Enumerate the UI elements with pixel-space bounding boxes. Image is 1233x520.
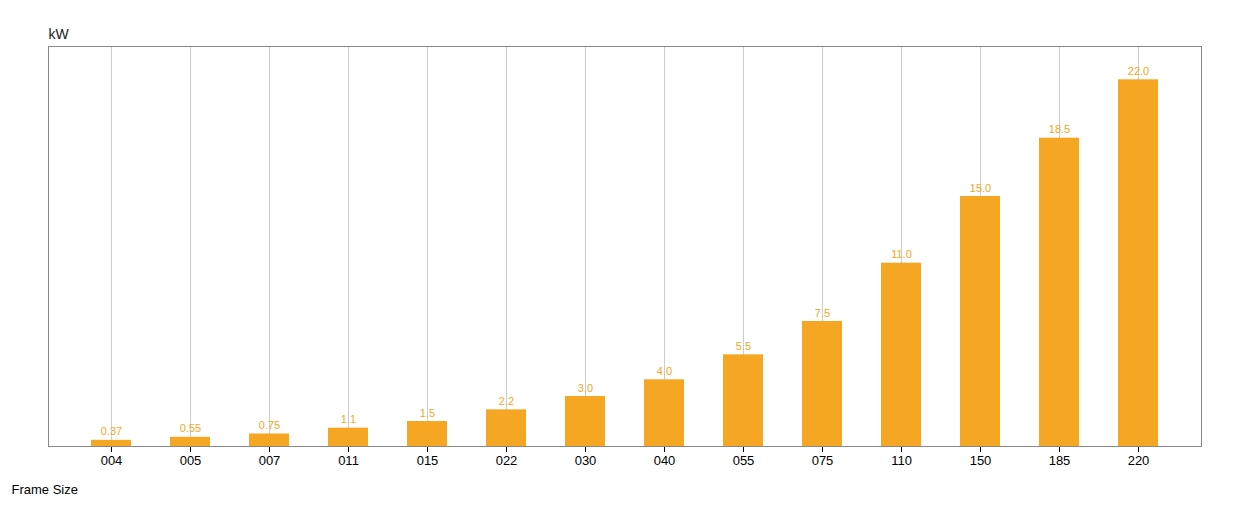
svg-text:007: 007	[259, 453, 281, 468]
svg-text:18.5: 18.5	[1049, 123, 1070, 135]
svg-text:030: 030	[575, 453, 597, 468]
svg-text:0.55: 0.55	[180, 422, 201, 434]
svg-text:150: 150	[970, 453, 992, 468]
svg-text:3.0: 3.0	[578, 382, 593, 394]
svg-text:022: 022	[496, 453, 518, 468]
svg-text:0.75: 0.75	[259, 419, 280, 431]
svg-text:040: 040	[654, 453, 676, 468]
svg-text:0.37: 0.37	[101, 425, 122, 437]
svg-text:110: 110	[891, 453, 912, 468]
svg-text:1.5: 1.5	[420, 407, 435, 419]
svg-text:004: 004	[101, 453, 123, 468]
svg-text:kW: kW	[49, 26, 70, 42]
svg-text:005: 005	[180, 453, 202, 468]
svg-text:055: 055	[733, 453, 755, 468]
svg-text:011: 011	[338, 453, 359, 468]
svg-text:5.5: 5.5	[736, 340, 751, 352]
svg-text:7.5: 7.5	[815, 307, 830, 319]
svg-text:185: 185	[1049, 453, 1071, 468]
svg-text:4.0: 4.0	[657, 365, 672, 377]
svg-text:2.2: 2.2	[499, 395, 514, 407]
svg-text:Frame Size: Frame Size	[12, 482, 78, 497]
svg-text:015: 015	[417, 453, 439, 468]
svg-text:22.0: 22.0	[1128, 65, 1149, 77]
svg-text:075: 075	[812, 453, 834, 468]
svg-text:15.0: 15.0	[970, 182, 991, 194]
svg-text:1.1: 1.1	[341, 413, 356, 425]
svg-text:220: 220	[1128, 453, 1150, 468]
svg-text:11.0: 11.0	[891, 248, 912, 260]
